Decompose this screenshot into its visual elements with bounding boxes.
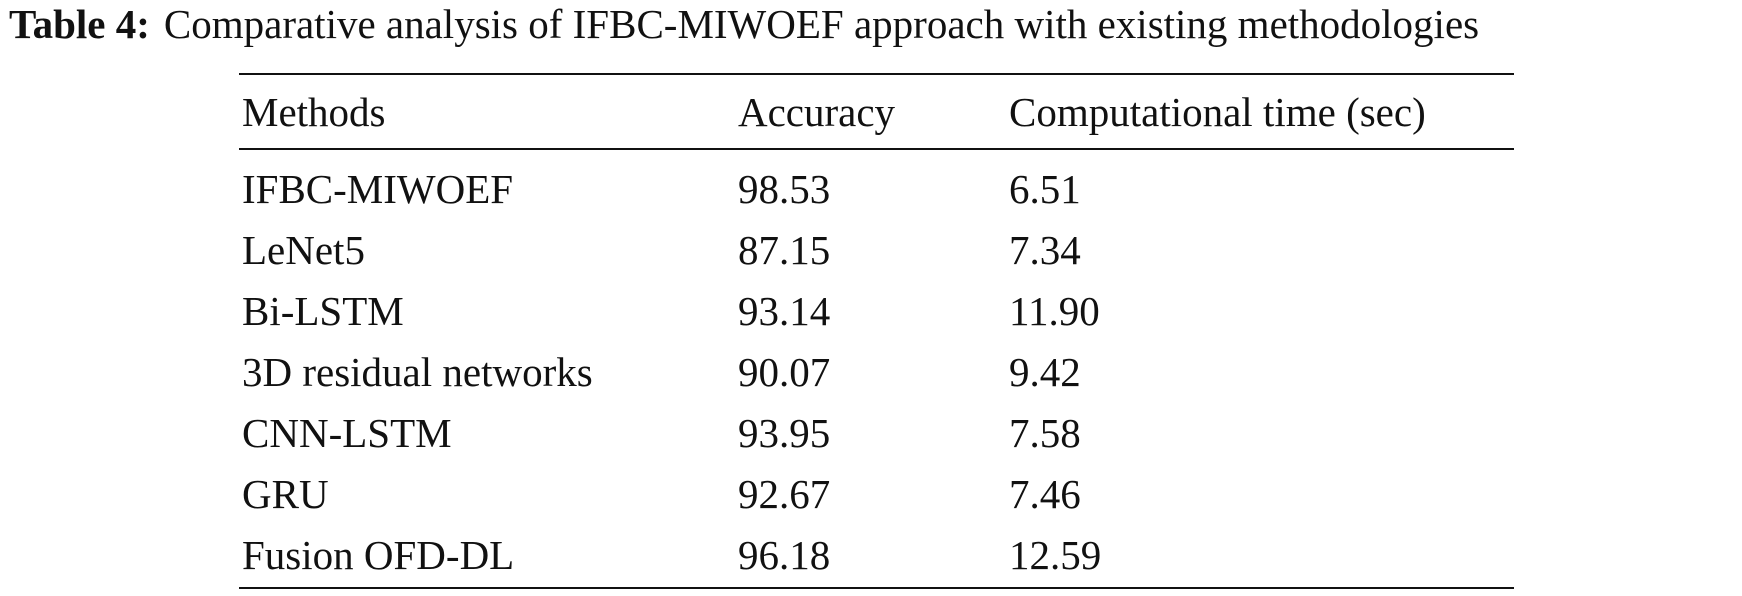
method-cell: GRU [242, 471, 329, 517]
caption-text: Comparative analysis of IFBC-MIWOEF appr… [163, 1, 1480, 47]
value-cell: 93.95 [738, 410, 831, 456]
header-cell: Methods [242, 89, 386, 135]
value-cell: 9.42 [1009, 349, 1081, 395]
value-cell: 87.15 [738, 227, 831, 273]
method-cell: IFBC-MIWOEF [242, 166, 514, 212]
value-cell: 7.34 [1009, 227, 1081, 273]
value-cell: 12.59 [1009, 532, 1102, 578]
mid-rule [239, 148, 1514, 150]
top-rule [239, 73, 1514, 75]
method-cell: LeNet5 [242, 227, 365, 273]
bottom-rule [239, 587, 1514, 589]
value-cell: 98.53 [738, 166, 831, 212]
value-cell: 6.51 [1009, 166, 1081, 212]
caption-label: Table 4: [9, 1, 150, 47]
value-cell: 93.14 [738, 288, 831, 334]
method-cell: Bi-LSTM [242, 288, 404, 334]
header-cell: Accuracy [738, 89, 896, 135]
header-cell: Computational time (sec) [1009, 89, 1426, 135]
method-cell: Fusion OFD-DL [242, 532, 515, 578]
value-cell: 90.07 [738, 349, 831, 395]
caption: Table 4: Comparative analysis of IFBC-MIW… [9, 2, 1479, 46]
value-cell: 11.90 [1009, 288, 1100, 334]
value-cell: 7.46 [1009, 471, 1081, 517]
value-cell: 96.18 [738, 532, 831, 578]
value-cell: 7.58 [1009, 410, 1081, 456]
method-cell: CNN-LSTM [242, 410, 452, 456]
value-cell: 92.67 [738, 471, 831, 517]
method-cell: 3D residual networks [242, 349, 593, 395]
